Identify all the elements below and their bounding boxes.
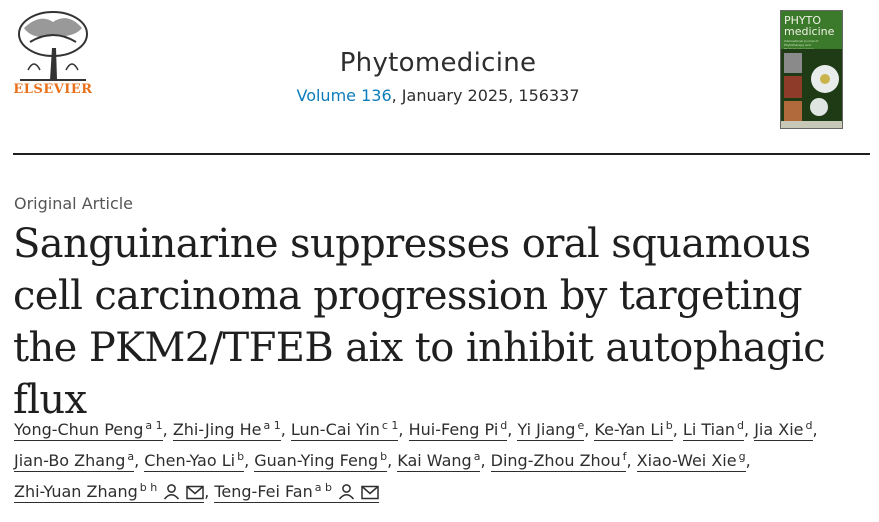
- issue-line: Volume 136, January 2025, 156337: [200, 86, 676, 105]
- author-name: Guan-Ying Feng: [254, 451, 379, 470]
- cover-title-line1: PHYTO: [784, 14, 822, 27]
- author-link[interactable]: Hui-Feng Pi d: [408, 419, 508, 441]
- author-affiliation-marker: a: [127, 450, 135, 463]
- author-link[interactable]: Lun-Cai Yin c 1: [290, 419, 399, 441]
- author-affiliation-marker: b: [665, 419, 673, 432]
- mail-icon: [186, 479, 204, 510]
- author-name: Li Tian: [682, 420, 736, 439]
- author-link[interactable]: Chen-Yao Li b: [144, 450, 245, 472]
- mail-icon: [361, 479, 379, 510]
- author-link[interactable]: Zhi-Jing He a 1: [172, 419, 281, 441]
- author-name: Chen-Yao Li: [144, 451, 236, 470]
- author-link[interactable]: Guan-Ying Feng b: [254, 450, 388, 472]
- author-separator: ,: [134, 451, 145, 470]
- author-affiliation-marker: e: [577, 419, 585, 432]
- author-separator: ,: [480, 451, 491, 470]
- person-icon: [338, 479, 355, 510]
- article-header: ELSEVIER Phytomedicine Volume 136, Janua…: [0, 0, 879, 140]
- publisher-logo[interactable]: [10, 8, 96, 100]
- author-list: Yong-Chun Peng a 1, Zhi-Jing He a 1, Lun-C…: [14, 414, 874, 510]
- journal-title-link[interactable]: Phytomedicine: [339, 48, 537, 78]
- author-affiliation-marker: c 1: [381, 419, 399, 432]
- author-affiliation-marker: d: [500, 419, 508, 432]
- author-link[interactable]: Yong-Chun Peng a 1: [14, 420, 163, 441]
- author-link[interactable]: Jian-Bo Zhang a: [14, 450, 135, 472]
- author-separator: ,: [744, 420, 755, 439]
- author-name: Ding-Zhou Zhou: [490, 451, 621, 470]
- author-affiliation-marker: b: [380, 450, 388, 463]
- cover-title-line2: medicine: [784, 25, 835, 38]
- author-affiliation-marker: a: [473, 450, 481, 463]
- author-affiliation-marker: a 1: [263, 419, 281, 432]
- article-type: Original Article: [14, 194, 134, 213]
- cover-masthead: PHYTO medicine International Journal of …: [781, 11, 842, 51]
- author-name: Yong-Chun Peng: [14, 420, 144, 439]
- author-separator: ,: [280, 420, 291, 439]
- article-title: Sanguinarine suppresses oral squamous ce…: [13, 221, 826, 423]
- author-affiliation-marker: f: [622, 450, 627, 463]
- author-separator: ,: [745, 451, 751, 470]
- author-link[interactable]: Teng-Fei Fan a b: [214, 482, 379, 503]
- cover-artwork: [781, 49, 842, 128]
- author-separator: ,: [387, 451, 398, 470]
- author-separator: ,: [672, 420, 683, 439]
- author-separator: ,: [162, 420, 173, 439]
- journal-block: Phytomedicine Volume 136, January 2025, …: [200, 48, 676, 105]
- author-name: Kai Wang: [397, 451, 472, 470]
- person-icon: [163, 479, 180, 510]
- author-name: Jia Xie: [754, 420, 804, 439]
- author-name: Hui-Feng Pi: [408, 420, 499, 439]
- author-link[interactable]: Kai Wang a: [397, 450, 481, 472]
- issue-details: , January 2025, 156337: [391, 86, 580, 105]
- volume-link[interactable]: Volume 136: [296, 86, 392, 105]
- author-name: Yi Jiang: [517, 420, 576, 439]
- author-name: Xiao-Wei Xie: [636, 451, 737, 470]
- author-link[interactable]: Yi Jiang e: [517, 419, 585, 441]
- publisher-name: ELSEVIER: [13, 82, 93, 97]
- author-separator: ,: [204, 482, 215, 501]
- author-name: Jian-Bo Zhang: [14, 451, 126, 470]
- author-link[interactable]: Jia Xie d: [754, 419, 813, 441]
- author-name: Teng-Fei Fan: [214, 482, 313, 501]
- author-affiliation-marker: b h: [139, 481, 158, 494]
- author-separator: ,: [584, 420, 595, 439]
- author-link[interactable]: Ke-Yan Li b: [594, 419, 673, 441]
- author-separator: ,: [398, 420, 409, 439]
- author-affiliation-marker: b: [237, 450, 245, 463]
- elsevier-tree-icon: [10, 8, 96, 82]
- author-link[interactable]: Ding-Zhou Zhou f: [490, 450, 627, 472]
- author-link[interactable]: Zhi-Yuan Zhang b h: [14, 481, 205, 503]
- author-name: Lun-Cai Yin: [290, 420, 380, 439]
- author-separator: ,: [507, 420, 518, 439]
- header-divider: [13, 153, 870, 155]
- author-affiliation-marker: a b: [314, 481, 332, 494]
- journal-cover-image[interactable]: PHYTO medicine International Journal of …: [780, 10, 843, 129]
- author-name: Zhi-Yuan Zhang: [14, 482, 138, 501]
- author-separator: ,: [244, 451, 255, 470]
- author-name: Zhi-Jing He: [172, 420, 262, 439]
- author-link[interactable]: Li Tian d: [682, 419, 745, 441]
- author-separator: ,: [812, 420, 818, 439]
- author-affiliation-marker: g: [738, 450, 746, 463]
- author-name: Ke-Yan Li: [594, 420, 664, 439]
- author-link[interactable]: Xiao-Wei Xie g: [636, 450, 746, 472]
- author-separator: ,: [626, 451, 637, 470]
- author-affiliation-marker: a 1: [145, 419, 163, 432]
- author-affiliation-marker: d: [737, 419, 745, 432]
- author-affiliation-marker: d: [805, 419, 813, 432]
